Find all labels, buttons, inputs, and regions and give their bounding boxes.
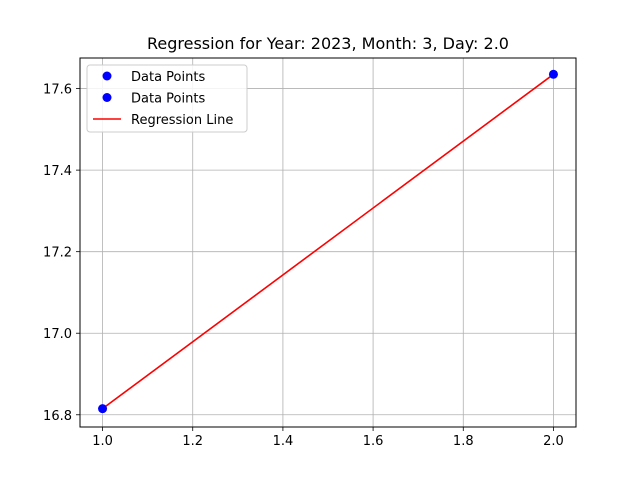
axis-ticks: 1.0 1.2 1.4 1.6 1.8 2.0 16.8 17.0 17.2 17.4 17.6	[43, 83, 564, 449]
legend: Data Points Data Points Regression Line	[86, 64, 248, 133]
y-tick-label: 17.4	[43, 164, 72, 179]
grid-lines	[80, 58, 576, 427]
y-tick-label: 17.2	[43, 246, 72, 261]
plot-frame	[79, 57, 577, 428]
chart-title: Regression for Year: 2023, Month: 3, Day…	[147, 34, 509, 53]
x-tick-label: 1.4	[273, 434, 294, 449]
x-tick-label: 1.6	[363, 434, 384, 449]
x-tick-label: 1.2	[182, 434, 203, 449]
legend-label: Data Points	[131, 70, 205, 85]
y-tick-label: 16.8	[43, 409, 72, 424]
x-tick-label: 1.0	[92, 434, 113, 449]
legend-label: Regression Line	[131, 113, 233, 128]
legend-box	[86, 64, 248, 133]
y-tick-label: 17.0	[43, 327, 72, 342]
legend-label: Data Points	[131, 92, 205, 107]
legend-marker	[102, 93, 112, 102]
x-tick-label: 1.8	[453, 434, 474, 449]
data-point	[548, 69, 558, 79]
x-tick-label: 2.0	[543, 434, 564, 449]
legend-marker	[102, 71, 112, 81]
data-point	[98, 404, 108, 414]
regression-line	[102, 73, 554, 410]
series-layer	[98, 69, 558, 414]
y-tick-label: 17.6	[43, 83, 72, 98]
